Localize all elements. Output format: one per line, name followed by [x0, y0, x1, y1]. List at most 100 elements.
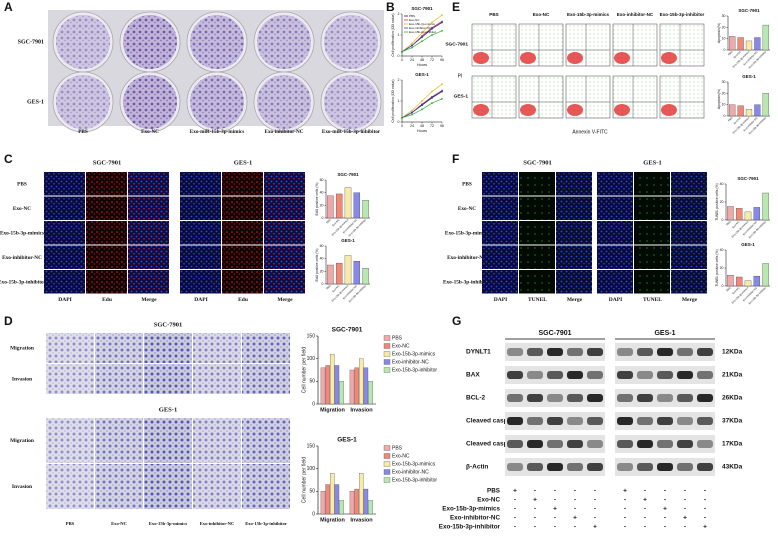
x-tick-label: Exo-NC: [331, 218, 340, 227]
y-tick-label: 1: [398, 99, 400, 103]
bar: [744, 280, 752, 287]
panel-letter: A: [4, 0, 13, 14]
legend-label: Exo-15b-3p-inhibitor: [392, 367, 437, 373]
micrograph: [180, 245, 221, 269]
line-point: [431, 27, 433, 30]
blot-band: [507, 417, 523, 425]
line-point: [431, 90, 433, 93]
lane-sign: -: [594, 506, 596, 513]
bar: [354, 367, 359, 405]
protein-label: BCL-2: [466, 395, 486, 402]
weight-label: 21KDa: [722, 372, 743, 379]
flow-cluster: [520, 104, 536, 116]
x-tick-label: Exo-NC: [733, 50, 742, 59]
bar: [327, 195, 334, 219]
dish: [190, 15, 244, 69]
blot-band: [587, 394, 603, 402]
blot-band: [567, 394, 583, 402]
dish: [257, 75, 311, 129]
bar: [339, 381, 344, 405]
y-axis-label: EdU positive cells (%): [315, 249, 319, 282]
micrograph: [128, 270, 169, 294]
micrograph: [264, 172, 305, 196]
lane-sign: -: [534, 506, 536, 513]
micrograph: [597, 221, 633, 245]
column-label: Exo-inhibitor-NC: [264, 129, 303, 135]
bar: [344, 187, 352, 219]
row-label: Exo-15b-3p-inhibitor: [0, 279, 47, 285]
line-point: [431, 96, 433, 99]
bar: [762, 93, 769, 117]
chart-title: GES-1: [341, 238, 355, 243]
lane-sign: -: [684, 524, 686, 531]
bar: [729, 36, 736, 51]
blot-band: [527, 348, 543, 356]
blot-band: [587, 440, 603, 448]
y-axis-label: PI: [458, 73, 463, 79]
legend-label: PBS: [392, 335, 403, 341]
bar: [354, 488, 359, 515]
blot-band: [527, 440, 543, 448]
flow-cluster: [473, 52, 489, 64]
micrograph: [671, 221, 707, 245]
column-label: PBS: [489, 12, 498, 17]
blot-band: [677, 463, 693, 471]
legend-swatch: [383, 351, 391, 357]
line-point: [431, 21, 433, 24]
row-label: Migration: [10, 345, 34, 351]
legend-label: Exo-15b-3p-mimics: [392, 461, 436, 467]
y-tick-label: 60: [320, 178, 324, 182]
line-point: [411, 111, 413, 114]
blot-band: [697, 371, 713, 379]
legend-label: Exo-inhibitor-NC: [392, 469, 429, 475]
chart-title: GES-1: [415, 72, 429, 77]
column-label: Exo-15b-3p-mimics: [149, 521, 187, 526]
transwell-image: [193, 333, 241, 363]
blot-band: [657, 417, 673, 425]
lane-sign: +: [663, 506, 667, 513]
transwell-image: [193, 364, 241, 394]
treatment-label: PBS: [487, 488, 500, 495]
micrograph: [264, 270, 305, 294]
blot-band: [617, 463, 633, 471]
lane-sign: -: [704, 497, 706, 504]
chart-title: GES-1: [742, 74, 756, 79]
blot-band: [527, 463, 543, 471]
group-label: GES-1: [159, 406, 177, 413]
bar: [349, 369, 355, 405]
legend-swatch: [383, 335, 391, 341]
y-tick-label: 20: [320, 203, 324, 207]
x-tick-label: Invasion: [350, 517, 373, 523]
legend-label: Exo-NC: [409, 18, 420, 22]
blot-band: [507, 440, 523, 448]
micrograph: [482, 245, 518, 269]
micrograph: [44, 270, 85, 294]
micrograph: [44, 221, 85, 245]
row-label: Invasion: [12, 484, 32, 490]
column-label: PBS: [66, 521, 75, 526]
panel-letter: E: [452, 0, 460, 14]
row-label: Exo-NC: [458, 206, 476, 212]
y-axis-label: Cell number per field: [301, 457, 307, 503]
lane-sign: +: [513, 488, 517, 495]
legend-swatch: [383, 477, 391, 483]
micrograph: [634, 245, 670, 269]
x-tick-label: Exo-NC: [733, 116, 742, 125]
group-label: GES-1: [654, 330, 675, 337]
legend-swatch: [383, 469, 391, 475]
blot-band: [637, 463, 653, 471]
y-tick-label: 0: [724, 48, 726, 52]
lane-sign: -: [514, 506, 516, 513]
flow-plot: [565, 75, 611, 119]
micrograph: [519, 172, 555, 196]
legend-swatch: [383, 445, 391, 451]
blot-band: [617, 394, 633, 402]
bar: [762, 192, 769, 221]
weight-label: 17KDa: [722, 441, 743, 448]
lane-sign: +: [643, 497, 647, 504]
blot-band: [527, 394, 543, 402]
transwell-image: [95, 364, 143, 394]
line-point: [401, 116, 403, 119]
lane-sign: -: [534, 515, 536, 522]
line-point: [441, 98, 443, 100]
